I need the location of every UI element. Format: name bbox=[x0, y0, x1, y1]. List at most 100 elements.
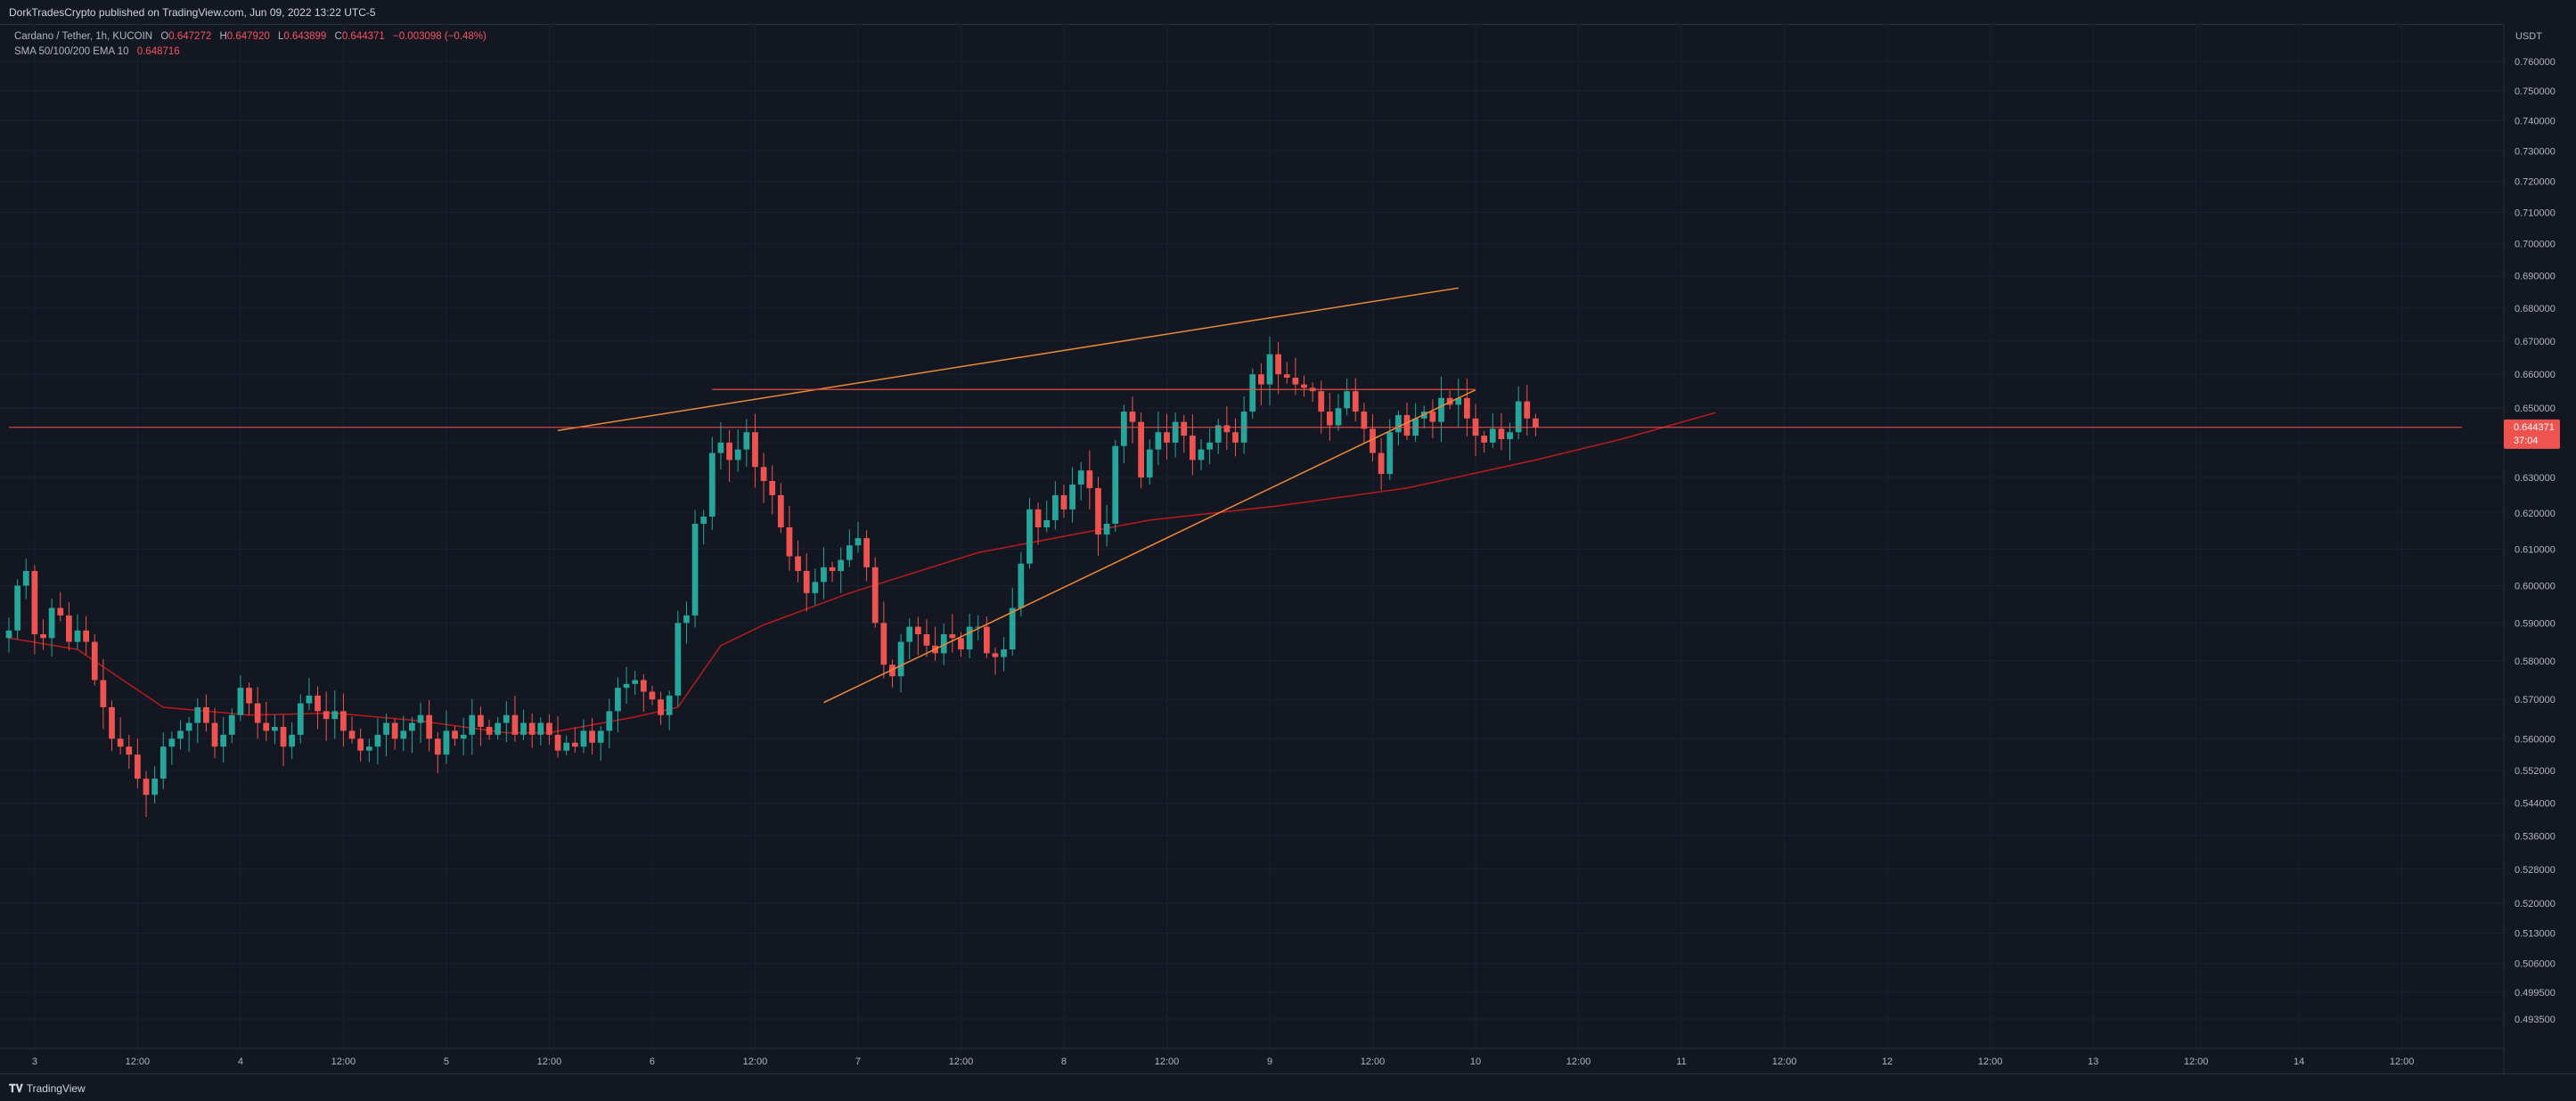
time-tick-label: 12:00 bbox=[1566, 1056, 1591, 1067]
price-tick-label: 0.690000 bbox=[2515, 272, 2556, 282]
lower-trendline[interactable] bbox=[823, 388, 1476, 704]
candle-body bbox=[1258, 374, 1264, 385]
open-value: 0.647272 bbox=[168, 31, 212, 42]
candle-body bbox=[159, 746, 167, 779]
last-price-badge: 0.644371 37:04 bbox=[2504, 419, 2560, 449]
candle-body bbox=[906, 626, 913, 642]
drawings-layer[interactable] bbox=[9, 287, 2462, 704]
candle-body bbox=[1429, 412, 1436, 422]
high-value: 0.647920 bbox=[226, 31, 270, 42]
candle-body bbox=[1043, 519, 1051, 527]
publisher-bar: DorkTradesCrypto published on TradingVie… bbox=[0, 0, 2576, 25]
price-axis-bg bbox=[2504, 24, 2576, 1073]
candle-body bbox=[1361, 412, 1368, 429]
candle-body bbox=[640, 680, 647, 692]
time-tick-label: 3 bbox=[32, 1056, 37, 1067]
candle-body bbox=[469, 714, 476, 735]
candle-body bbox=[109, 706, 115, 739]
candle-body bbox=[1283, 374, 1290, 379]
time-tick-label: 10 bbox=[1470, 1056, 1481, 1067]
candle-body bbox=[272, 726, 278, 731]
candle-body bbox=[383, 722, 389, 735]
candle-body bbox=[452, 730, 458, 739]
upper-trendline[interactable] bbox=[557, 287, 1459, 432]
candle-body bbox=[691, 523, 699, 616]
time-tick-label: 14 bbox=[2294, 1056, 2304, 1067]
legend-symbol-row[interactable]: Cardano / Tether, 1h, KUCOIN O0.647272 H… bbox=[14, 29, 487, 45]
candle-body bbox=[306, 695, 313, 704]
candle-body bbox=[871, 567, 879, 624]
candle-body bbox=[914, 626, 921, 635]
candle-body bbox=[700, 516, 707, 524]
price-tick-label: 0.620000 bbox=[2515, 509, 2556, 519]
candle-body bbox=[777, 494, 784, 527]
candle-body bbox=[486, 726, 493, 735]
candle-body bbox=[1077, 470, 1084, 485]
candle-body bbox=[708, 453, 716, 517]
candle-body bbox=[48, 608, 55, 639]
candle-body bbox=[1481, 436, 1488, 443]
price-tick-label: 0.680000 bbox=[2515, 304, 2556, 314]
candle-body bbox=[1026, 509, 1033, 564]
candle-body bbox=[597, 730, 604, 743]
price-tick-label: 0.660000 bbox=[2515, 370, 2556, 380]
tradingview-logo-icon: 𝐓𝐕 bbox=[9, 1082, 23, 1095]
legend-indicator-row[interactable]: SMA 50/100/200 EMA 10 0.648716 bbox=[14, 45, 487, 60]
chart-area[interactable]: USDT 0.760000 0.750000 0.740000 0.730000 0.7… bbox=[0, 24, 2576, 1097]
candle-body bbox=[786, 526, 793, 557]
candle-body bbox=[546, 722, 552, 735]
time-tick-label: 12:00 bbox=[1772, 1056, 1797, 1067]
candlestick-chart[interactable]: USDT 0.760000 0.750000 0.740000 0.730000 0.7… bbox=[0, 24, 2576, 1073]
candle-body bbox=[1146, 449, 1153, 478]
time-tick-label: 12 bbox=[1882, 1056, 1893, 1067]
candle-body bbox=[1498, 428, 1505, 439]
candle-body bbox=[606, 711, 613, 731]
candle-body bbox=[632, 680, 639, 684]
candle-body bbox=[331, 711, 339, 720]
price-tick-label: 0.750000 bbox=[2515, 86, 2556, 97]
candle-body bbox=[1181, 421, 1188, 436]
candle-body bbox=[31, 570, 38, 635]
indicator-value: 0.648716 bbox=[136, 46, 180, 57]
candle-body bbox=[263, 722, 270, 731]
candle-body bbox=[769, 481, 776, 495]
candle-body bbox=[374, 734, 381, 747]
candle-body bbox=[949, 634, 956, 639]
candle-body bbox=[315, 695, 321, 712]
candle-body bbox=[752, 432, 758, 468]
candle-body bbox=[940, 634, 947, 654]
candle-body bbox=[126, 746, 133, 755]
candle-body bbox=[289, 734, 296, 747]
candle-body bbox=[1370, 428, 1376, 453]
time-axis[interactable]: 3 12:00 4 12:00 5 12:00 6 12:00 7 12:00 8 12:00 9 12:… bbox=[0, 1048, 2504, 1067]
low-label: L bbox=[277, 31, 284, 42]
candle-body bbox=[1378, 453, 1385, 475]
time-tick-label: 12:00 bbox=[949, 1056, 974, 1067]
brand-text: TradingView bbox=[26, 1082, 86, 1095]
time-tick-label: 12:00 bbox=[1155, 1056, 1180, 1067]
candle-body bbox=[855, 538, 862, 546]
candle-body bbox=[185, 722, 192, 731]
candle-body bbox=[1034, 509, 1042, 527]
candle-body bbox=[22, 570, 29, 586]
tradingview-logo[interactable]: 𝐓𝐕 TradingView bbox=[9, 1082, 86, 1096]
candle-body bbox=[1060, 494, 1067, 510]
candle-body bbox=[151, 779, 159, 795]
candle-body bbox=[135, 754, 141, 779]
candle-body bbox=[1275, 354, 1281, 375]
price-axis[interactable]: USDT 0.760000 0.750000 0.740000 0.730000 0.7… bbox=[2515, 31, 2556, 1025]
candle-body bbox=[340, 711, 347, 731]
candle-body bbox=[426, 714, 433, 739]
symbol-title: Cardano / Tether, 1h, KUCOIN bbox=[14, 31, 153, 42]
candle-body bbox=[1086, 470, 1093, 488]
candle-body bbox=[897, 641, 904, 677]
candle-body bbox=[5, 630, 12, 639]
price-tick-label: 0.710000 bbox=[2515, 208, 2556, 218]
candle-body bbox=[520, 722, 527, 735]
candle-body bbox=[1386, 432, 1394, 475]
close-value: 0.644371 bbox=[341, 31, 385, 42]
time-tick-label: 13 bbox=[2088, 1056, 2098, 1067]
candle-body bbox=[1120, 412, 1127, 446]
candle-body bbox=[1223, 425, 1231, 433]
price-tick-label: 0.544000 bbox=[2515, 798, 2556, 809]
